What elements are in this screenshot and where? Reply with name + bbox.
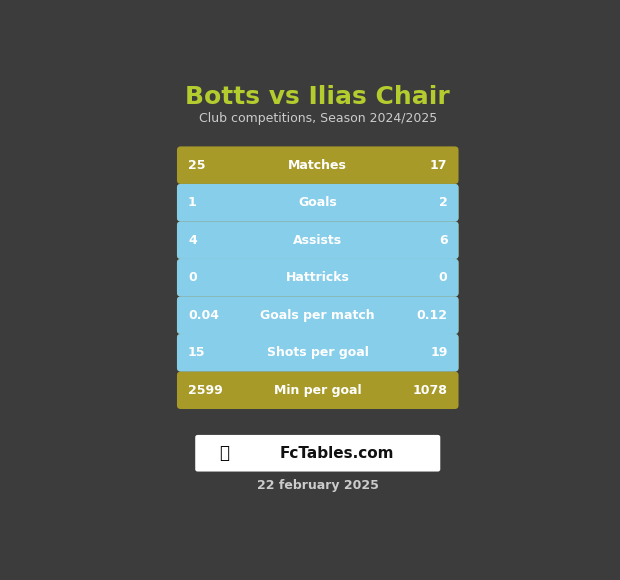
Text: 0.12: 0.12 — [417, 309, 448, 322]
Text: Botts vs Ilias Chair: Botts vs Ilias Chair — [185, 85, 450, 109]
Text: Goals: Goals — [298, 196, 337, 209]
FancyBboxPatch shape — [177, 259, 459, 296]
Text: Shots per goal: Shots per goal — [267, 346, 369, 359]
Text: Min per goal: Min per goal — [274, 384, 361, 397]
Text: Assists: Assists — [293, 234, 342, 246]
Text: 25: 25 — [188, 159, 205, 172]
FancyBboxPatch shape — [177, 184, 459, 222]
FancyBboxPatch shape — [177, 222, 459, 259]
FancyBboxPatch shape — [177, 184, 459, 222]
Text: 2: 2 — [439, 196, 448, 209]
Text: 4: 4 — [188, 234, 197, 246]
Text: 0: 0 — [188, 271, 197, 284]
Text: Hattricks: Hattricks — [286, 271, 350, 284]
FancyBboxPatch shape — [195, 435, 440, 472]
Text: 15: 15 — [188, 346, 205, 359]
FancyBboxPatch shape — [177, 372, 459, 409]
FancyBboxPatch shape — [177, 146, 459, 184]
Text: 2599: 2599 — [188, 384, 223, 397]
Text: Matches: Matches — [288, 159, 347, 172]
FancyBboxPatch shape — [177, 222, 459, 259]
FancyBboxPatch shape — [177, 334, 459, 372]
Text: 1: 1 — [188, 196, 197, 209]
Text: 0.04: 0.04 — [188, 309, 219, 322]
Text: 17: 17 — [430, 159, 448, 172]
Text: 1078: 1078 — [413, 384, 448, 397]
FancyBboxPatch shape — [177, 334, 459, 372]
Text: 0: 0 — [439, 271, 448, 284]
FancyBboxPatch shape — [177, 296, 459, 334]
Text: 📊: 📊 — [219, 444, 229, 462]
Text: 19: 19 — [430, 346, 448, 359]
Text: Goals per match: Goals per match — [260, 309, 375, 322]
Text: 6: 6 — [439, 234, 448, 246]
FancyBboxPatch shape — [177, 296, 459, 334]
FancyBboxPatch shape — [177, 259, 459, 296]
Text: 22 february 2025: 22 february 2025 — [257, 479, 379, 492]
Text: Club competitions, Season 2024/2025: Club competitions, Season 2024/2025 — [198, 112, 437, 125]
Text: FcTables.com: FcTables.com — [280, 445, 394, 461]
